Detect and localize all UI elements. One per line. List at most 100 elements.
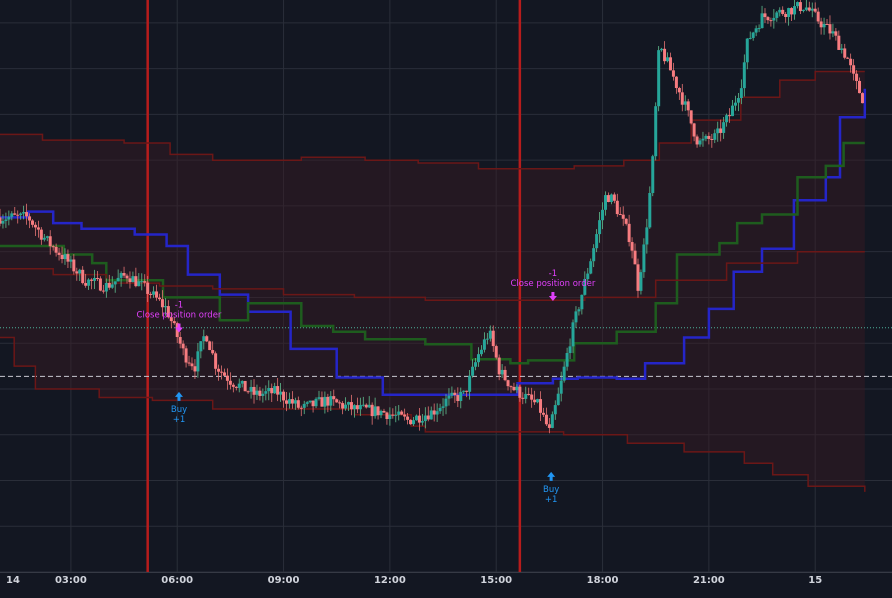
candle	[166, 300, 170, 319]
candle	[352, 404, 356, 418]
x-tick-label: 14	[6, 575, 20, 586]
candle	[541, 407, 545, 417]
candle	[462, 390, 466, 394]
candle	[438, 403, 442, 414]
candle	[849, 53, 853, 73]
candle	[795, 1, 799, 9]
candle	[860, 92, 864, 104]
candle	[810, 2, 814, 18]
candle	[858, 77, 862, 94]
candle	[54, 243, 58, 257]
candle	[491, 325, 495, 352]
candle	[314, 397, 318, 409]
candle	[813, 2, 817, 13]
candle	[341, 401, 345, 415]
candle	[855, 70, 859, 90]
candle	[556, 387, 560, 406]
candle	[533, 390, 537, 405]
candle	[388, 407, 392, 426]
buy-marker[interactable]: Buy+1	[543, 471, 559, 505]
candle	[184, 345, 188, 368]
candle	[423, 407, 427, 429]
arrow-down-icon	[548, 292, 557, 301]
candle	[432, 403, 436, 422]
candle	[90, 278, 94, 290]
indicator-line-2	[0, 141, 865, 365]
candle	[707, 132, 711, 145]
candle	[739, 79, 743, 105]
candle	[287, 392, 291, 409]
candle	[834, 28, 838, 41]
candle	[320, 391, 324, 407]
candle	[524, 386, 528, 404]
candle	[595, 229, 599, 253]
candle	[208, 340, 212, 351]
candle	[506, 379, 510, 391]
time-axis: 14 03:00 06:00 09:00 12:00 15:00 18:00 21:00 15	[0, 572, 892, 598]
candle	[666, 52, 670, 63]
candle	[231, 382, 235, 393]
candle	[577, 307, 581, 316]
candle	[728, 108, 732, 123]
candle	[149, 291, 153, 299]
candle	[36, 220, 40, 238]
candle	[214, 351, 218, 375]
candle	[571, 319, 575, 354]
candle	[606, 192, 610, 203]
close-qty: -1	[175, 300, 183, 310]
candle	[441, 398, 445, 416]
candle	[698, 138, 702, 147]
candle	[837, 30, 841, 50]
candle	[479, 345, 483, 357]
candle	[565, 347, 569, 371]
candle	[84, 273, 88, 288]
candle	[87, 278, 91, 290]
candle	[42, 233, 46, 242]
buy-marker[interactable]: Buy+1	[171, 391, 187, 425]
candle	[403, 408, 407, 421]
candle	[296, 396, 300, 410]
indicator-line-1	[0, 88, 867, 396]
candle	[414, 414, 418, 421]
candle	[816, 7, 820, 24]
candle	[819, 17, 823, 35]
candle	[618, 207, 622, 216]
candle	[562, 361, 566, 383]
candle	[695, 134, 699, 148]
candle	[624, 218, 628, 226]
candle	[822, 17, 826, 35]
candle	[394, 406, 398, 423]
candle	[668, 52, 672, 71]
close-label: Close position order	[137, 310, 222, 320]
candle	[710, 133, 714, 148]
candle	[674, 76, 678, 94]
channel-area	[0, 71, 865, 492]
candle	[456, 387, 460, 408]
candle	[444, 394, 448, 415]
x-tick-label: 15	[808, 575, 822, 586]
candle	[349, 394, 353, 416]
candle	[308, 400, 312, 404]
candle	[163, 298, 167, 316]
buy-qty: +1	[545, 495, 558, 505]
candle	[16, 210, 20, 224]
candle	[95, 271, 99, 282]
candle	[305, 401, 309, 407]
candle	[25, 203, 29, 225]
candle	[500, 364, 504, 378]
candle	[645, 218, 649, 254]
candle	[651, 154, 655, 197]
candle	[692, 122, 696, 142]
candle	[680, 83, 684, 112]
candle	[19, 212, 23, 220]
candle	[258, 386, 262, 401]
candle	[754, 25, 758, 37]
candle	[601, 202, 605, 230]
candle	[60, 246, 64, 264]
candle	[246, 390, 250, 394]
candle	[409, 419, 413, 425]
